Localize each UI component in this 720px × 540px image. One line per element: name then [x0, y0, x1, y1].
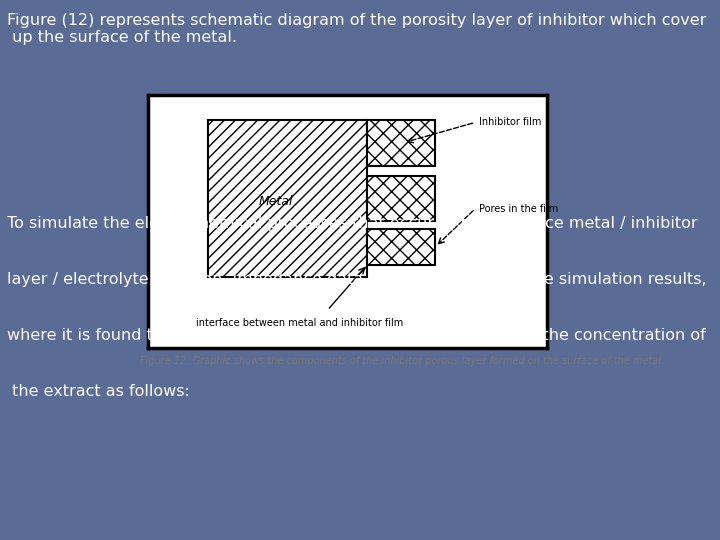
Text: Figure (12) represents schematic diagram of the porosity layer of inhibitor whic: Figure (12) represents schematic diagram… — [7, 14, 706, 29]
Text: To simulate the electrochemical processes that occur at the interface metal / in: To simulate the electrochemical processe… — [7, 216, 698, 231]
Bar — [207, 120, 367, 277]
Text: the extract as follows:: the extract as follows: — [7, 384, 190, 400]
Text: up the surface of the metal.: up the surface of the metal. — [7, 30, 237, 45]
Bar — [367, 229, 436, 265]
Text: Figure 12. Graphic shows the components of the inhibitor porous layer formed on : Figure 12. Graphic shows the components … — [140, 356, 665, 367]
Text: Pores in the film: Pores in the film — [480, 204, 559, 214]
Bar — [367, 120, 436, 166]
Text: where it is found that the type of the proposed circuit depends on the concentra: where it is found that the type of the p… — [7, 328, 706, 343]
Bar — [367, 176, 436, 221]
Text: Metal: Metal — [258, 194, 293, 207]
Text: Inhibitor film: Inhibitor film — [480, 117, 541, 127]
Text: layer / electrolyte  solution, impedance data processing by software simulation : layer / electrolyte solution, impedance … — [7, 272, 707, 287]
Text: interface between metal and inhibitor film: interface between metal and inhibitor fi… — [196, 318, 402, 328]
